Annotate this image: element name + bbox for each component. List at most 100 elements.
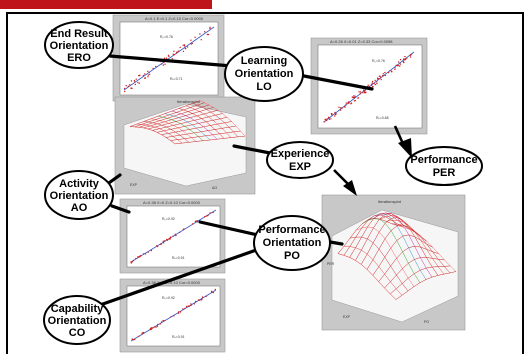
scatter-point bbox=[164, 240, 166, 242]
scatter-point bbox=[371, 82, 373, 84]
connector-ero-lo bbox=[108, 54, 234, 68]
plot-surface-right-title: Iterationsplot bbox=[378, 199, 402, 204]
plot-top-right: A=0.26 X=0.01 Z=0.33 Cor=0.0098 R₀=0.76 … bbox=[310, 37, 428, 135]
plot-top-right-r1: R₀=0.76 bbox=[372, 59, 385, 63]
scatter-point bbox=[148, 73, 151, 76]
plot-bottom-r1: R₀=0.92 bbox=[162, 296, 175, 300]
plot-mid: A=0.38 X=0 Z=0.10 Cor=0.0000 R₀=0.92 Rₓ=… bbox=[119, 198, 226, 274]
node-ao-line1: Activity bbox=[59, 178, 100, 190]
scatter-point bbox=[370, 84, 373, 87]
arrow-to-surface-head bbox=[343, 180, 357, 196]
scatter-point bbox=[193, 303, 196, 305]
scatter-point bbox=[162, 320, 164, 322]
scatter-point bbox=[212, 211, 214, 214]
scatter-point bbox=[159, 243, 161, 246]
scatter-point bbox=[328, 118, 331, 120]
scatter-point bbox=[363, 92, 366, 94]
scatter-point bbox=[155, 65, 157, 68]
scatter-point bbox=[399, 58, 402, 61]
connector-ao-mid bbox=[110, 204, 131, 214]
scatter-point bbox=[170, 316, 172, 318]
scatter-point bbox=[147, 76, 149, 78]
scatter-point bbox=[399, 63, 402, 65]
scatter-point bbox=[172, 53, 174, 55]
scatter-point bbox=[173, 50, 175, 52]
node-lo-line1: Learning bbox=[241, 55, 287, 67]
scatter-point bbox=[353, 95, 355, 97]
scatter-point bbox=[135, 78, 137, 80]
node-co-line1: Capability bbox=[51, 303, 104, 315]
scatter-point bbox=[409, 56, 412, 58]
connector-co-po bbox=[98, 246, 264, 307]
scatter-point bbox=[324, 118, 326, 121]
scatter-point bbox=[156, 325, 159, 327]
scatter-point bbox=[205, 295, 207, 298]
node-po-line2: Orientation bbox=[263, 237, 322, 249]
scatter-point bbox=[380, 76, 382, 78]
scatter-point bbox=[380, 78, 382, 81]
surface-mesh-line bbox=[378, 245, 439, 282]
scatter-point bbox=[137, 81, 139, 84]
scatter-point bbox=[350, 103, 352, 105]
scatter-point bbox=[206, 215, 208, 217]
scatter-point bbox=[326, 119, 328, 122]
surface-mesh-line bbox=[165, 125, 237, 138]
scatter-point bbox=[200, 39, 202, 41]
scatter-point bbox=[130, 261, 132, 263]
scatter-point bbox=[354, 99, 356, 102]
scatter-point bbox=[376, 77, 379, 79]
scatter-point bbox=[179, 46, 181, 49]
plot-surface-left: Iterationsplot EXP AO bbox=[114, 96, 256, 195]
plot-mid-r1: R₀=0.92 bbox=[162, 217, 175, 221]
scatter-point bbox=[187, 305, 189, 307]
scatter-point bbox=[150, 327, 153, 329]
scatter-point bbox=[354, 95, 356, 97]
plot-top-left-r2: Rₓ=0.71 bbox=[170, 77, 183, 81]
surface-mesh-line bbox=[395, 271, 457, 300]
scatter-point bbox=[204, 216, 206, 218]
scatter-point bbox=[185, 305, 188, 308]
scatter-point bbox=[147, 251, 149, 253]
scatter-point bbox=[160, 243, 163, 245]
plot-bottom: A=0.38 X=0 Z=0.10 Cor=0.0000 R₀=0.92 Rₓ=… bbox=[119, 278, 226, 353]
scatter-point bbox=[179, 311, 182, 313]
scatter-point bbox=[331, 114, 333, 116]
scatter-point bbox=[155, 326, 157, 328]
scatter-point bbox=[194, 36, 196, 38]
scatter-point bbox=[357, 97, 359, 99]
scatter-point bbox=[406, 57, 408, 59]
scatter-point bbox=[138, 82, 140, 84]
scatter-point bbox=[147, 70, 149, 73]
scatter-point bbox=[131, 338, 133, 340]
scatter-point bbox=[168, 238, 170, 240]
surface-mesh-line bbox=[129, 100, 201, 127]
scatter-point bbox=[138, 74, 140, 77]
scatter-point bbox=[125, 85, 127, 87]
scatter-point bbox=[144, 73, 146, 75]
scatter-point bbox=[207, 214, 209, 217]
scatter-point bbox=[211, 290, 213, 292]
scatter-point bbox=[152, 67, 154, 70]
arrow-to-per-head bbox=[398, 138, 412, 158]
scatter-point bbox=[209, 212, 211, 214]
scatter-point bbox=[141, 333, 143, 335]
plot-top-right-title: A=0.26 X=0.01 Z=0.33 Cor=0.0098 bbox=[330, 39, 393, 44]
scatter-point bbox=[144, 253, 147, 255]
node-lo: Learning Orientation LO bbox=[224, 46, 304, 102]
scatter-point bbox=[162, 242, 165, 244]
scatter-point bbox=[163, 57, 166, 59]
scatter-point bbox=[377, 78, 379, 81]
scatter-point bbox=[132, 259, 135, 262]
scatter-point bbox=[338, 106, 340, 109]
scatter-point bbox=[394, 67, 396, 69]
scatter-point bbox=[168, 55, 170, 58]
scatter-point bbox=[372, 86, 374, 88]
plot-surface-right-xaxis: PO bbox=[424, 320, 429, 324]
surface-mesh-line bbox=[355, 213, 416, 261]
surface-mesh-line bbox=[156, 117, 228, 133]
scatter-point bbox=[378, 77, 380, 80]
scatter-point bbox=[182, 308, 184, 310]
node-per-line2: PER bbox=[433, 167, 456, 179]
node-per-line1: Performance bbox=[410, 154, 477, 166]
scatter-point bbox=[174, 233, 176, 235]
